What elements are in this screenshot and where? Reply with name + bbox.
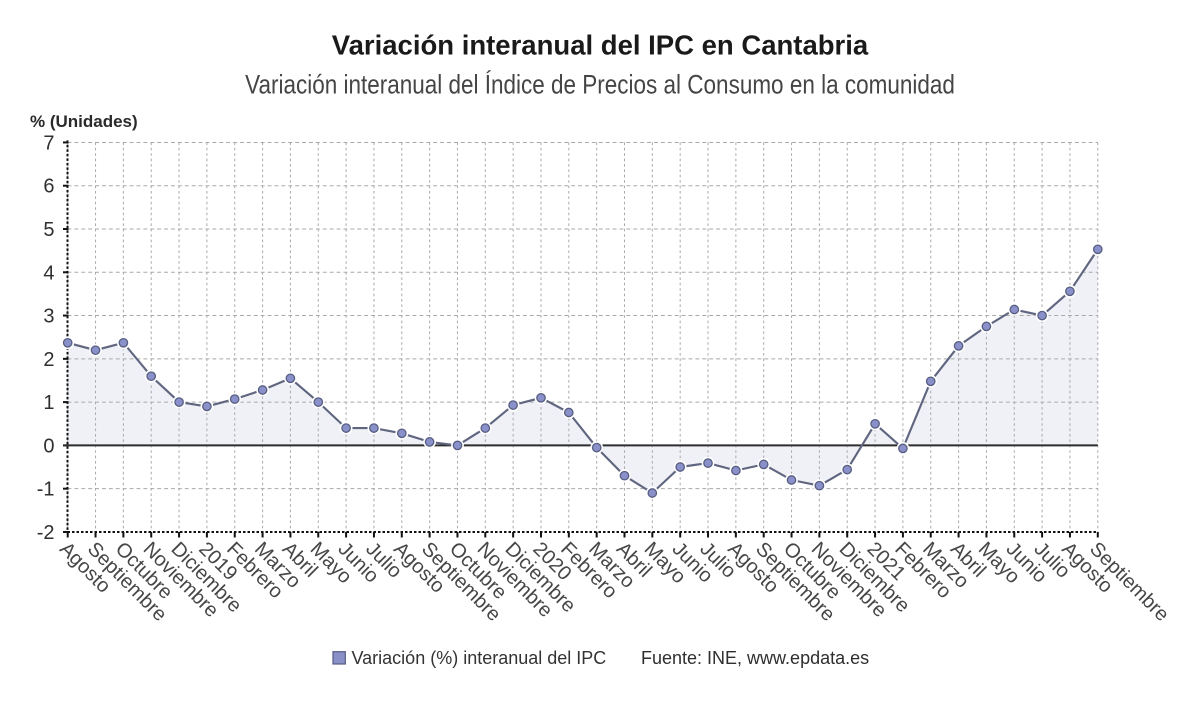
svg-text:7: 7 [43,132,54,154]
svg-text:% (Unidades): % (Unidades) [30,112,138,131]
svg-text:Variación (%) interanual del I: Variación (%) interanual del IPC [352,648,607,668]
svg-text:3: 3 [43,306,54,328]
svg-text:Fuente: INE, www.epdata.es: Fuente: INE, www.epdata.es [641,648,869,668]
svg-text:0: 0 [43,435,54,457]
svg-text:1: 1 [43,392,54,414]
svg-text:-1: -1 [37,479,55,501]
svg-text:Variación interanual del IPC e: Variación interanual del IPC en Cantabri… [332,30,869,61]
svg-text:4: 4 [43,262,54,284]
svg-text:2: 2 [43,349,54,371]
svg-text:-2: -2 [37,522,55,544]
svg-text:5: 5 [43,219,54,241]
svg-text:6: 6 [43,176,54,198]
svg-text:Variación interanual del Índic: Variación interanual del Índice de Preci… [245,69,955,101]
